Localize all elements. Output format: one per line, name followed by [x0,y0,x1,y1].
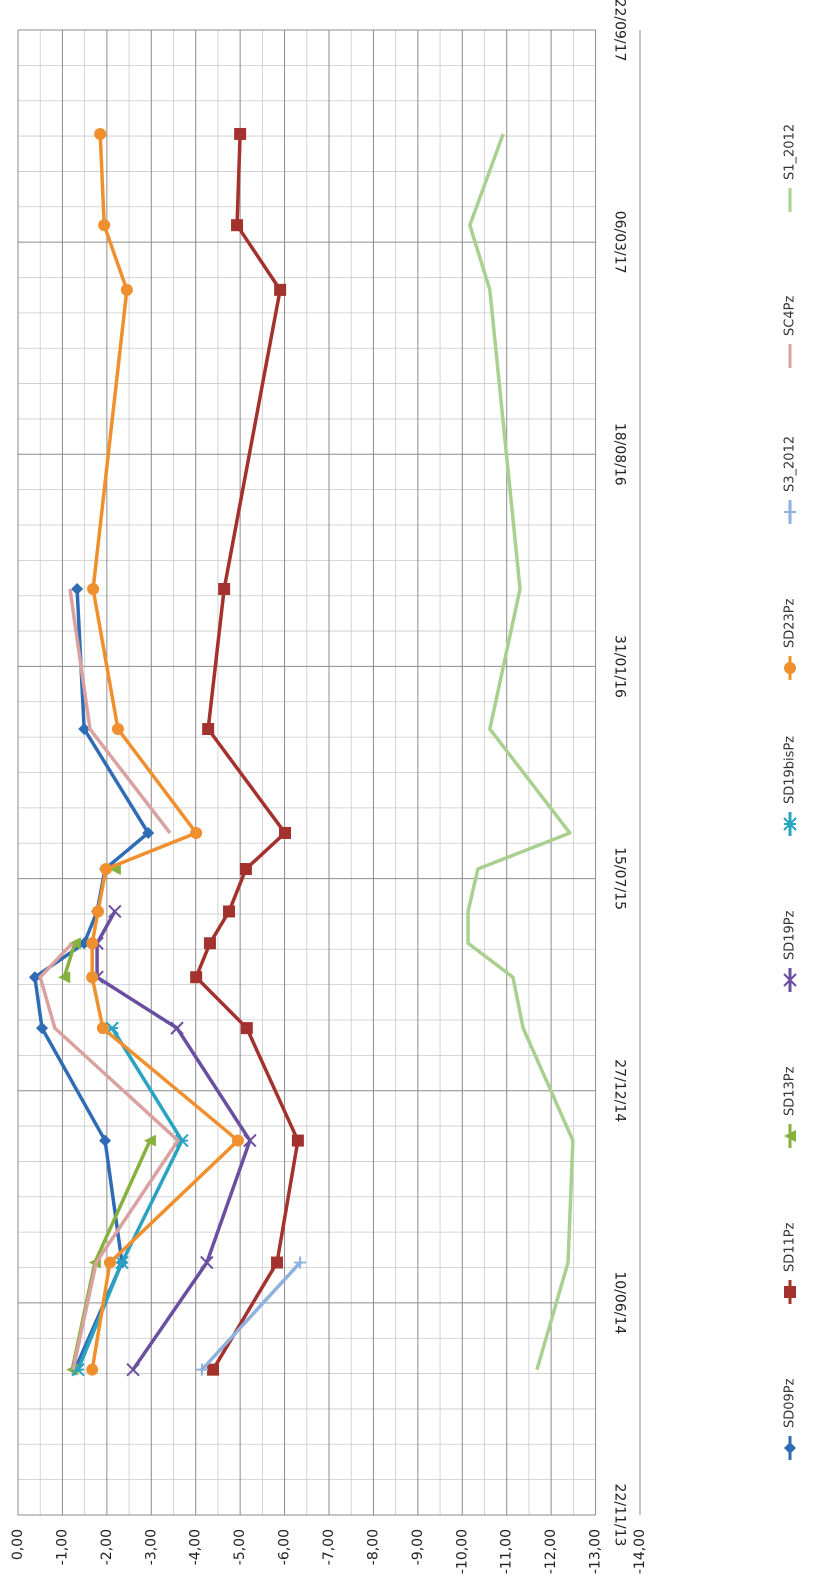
marker [86,937,99,950]
y-tick-label: -6,00 [277,1529,293,1565]
marker [223,905,236,918]
y-tick-label: -7,00 [321,1529,337,1565]
y-tick-label: -1,00 [54,1529,70,1565]
marker [99,863,112,876]
marker [78,937,91,950]
legend-marker [784,506,796,518]
marker [291,1134,304,1147]
marker [190,826,203,839]
marker [142,826,155,839]
x-tick-label: 18/08/16 [612,423,628,486]
chart-body: 0,00 -1,00 -2,00 -3,00 -4,00 -5,00 -6,00 -7,00 -… [10,0,798,1574]
marker [218,582,231,595]
series-line [466,133,575,1371]
marker [94,127,107,140]
marker [126,1362,140,1377]
series-line [194,133,300,1371]
marker [243,1133,257,1148]
marker [170,1021,184,1035]
marker [120,283,133,296]
marker [35,1022,48,1035]
marker [294,1256,307,1269]
y-tick-label: -13,00 [588,1529,604,1574]
marker [28,971,41,984]
legend-label: SD19bisPz [783,736,798,804]
y-tick-label: -5,00 [232,1529,248,1565]
y-tick-label: -4,00 [188,1529,204,1565]
marker [240,1022,253,1035]
marker [231,1134,244,1147]
marker [203,937,216,950]
marker [239,863,252,876]
y-tick-label: -10,00 [454,1529,470,1574]
legend-label: S1_2012 [783,124,798,180]
marker [98,219,111,232]
legend-marker [783,973,797,987]
series-line [38,588,180,1371]
y-tick-label: -12,00 [543,1529,559,1574]
marker [111,723,124,736]
x-tick-label: 31/01/16 [612,635,628,698]
marker [207,1363,220,1376]
legend-label: SC4Pz [783,296,798,336]
marker [58,971,71,984]
marker [78,723,91,736]
marker [234,127,247,140]
x-tick-label: 15/07/15 [612,847,628,910]
x-tick-label: 06/03/17 [612,211,628,274]
legend-marker [783,817,797,831]
marker [96,1022,109,1035]
marker [91,905,104,918]
marker [143,1134,156,1147]
marker [190,971,203,984]
legend: SD09Pz SD11Pz SD13Pz SD19Pz SD19bisPz SD23Pz S… [783,124,798,1460]
y-tick-label: -3,00 [143,1529,159,1565]
marker [86,1363,99,1376]
marker [202,723,215,736]
marker [195,1363,208,1376]
y-tick-label: 0,00 [10,1529,26,1560]
legend-label: S3_2012 [783,436,798,492]
x-tick-label: 27/12/14 [612,1059,628,1122]
marker [87,582,100,595]
x-tick-label: 22/11/13 [612,1484,628,1547]
marker [99,1134,112,1147]
legend-label: SD23Pz [783,598,798,648]
marker [71,582,84,595]
marker [274,283,287,296]
marker [279,826,292,839]
legend-label: SD09Pz [783,1378,798,1428]
marker [68,937,81,950]
x-tick-label: 22/09/17 [612,0,628,61]
marker [103,1256,116,1269]
y-tick-label: -2,00 [99,1529,115,1565]
legend-label: SD11Pz [783,1222,798,1272]
y-tick-label: -9,00 [410,1529,426,1565]
series-line [90,133,240,1370]
legend-marker [784,1442,796,1454]
marker [271,1256,284,1269]
legend-label: SD19Pz [783,910,798,960]
marker [200,1255,214,1270]
marker [108,904,122,919]
y-tick-label: -11,00 [499,1529,515,1574]
legend-marker [784,662,796,674]
y-tick-label: -8,00 [365,1529,381,1565]
marker [86,971,99,984]
y-tick-label: -14,00 [632,1529,648,1574]
x-tick-label: 10/06/14 [612,1271,628,1334]
legend-marker [784,1130,796,1142]
marker [231,219,244,232]
marker [115,1255,129,1270]
series-line [200,1261,302,1371]
legend-marker [784,1286,796,1298]
legend-label: SD13Pz [783,1066,798,1116]
